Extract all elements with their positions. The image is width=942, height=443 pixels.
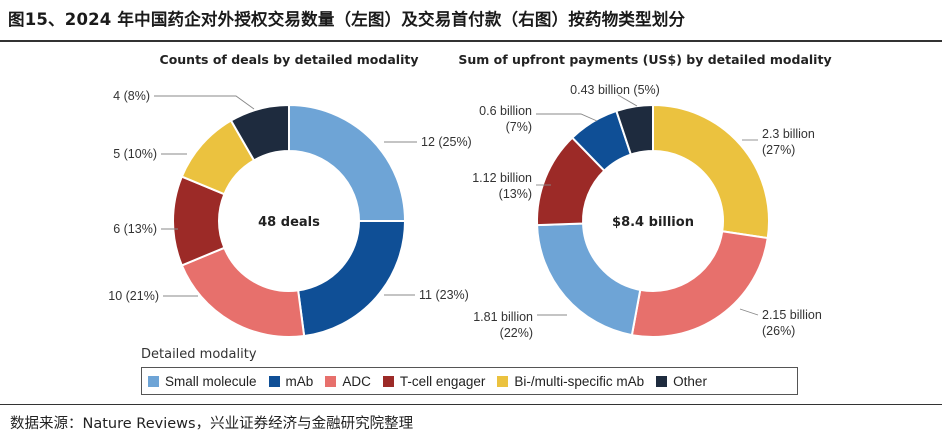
top-rule xyxy=(0,40,942,42)
legend-title: Detailed modality xyxy=(141,347,257,362)
legend-item-adc: ADC xyxy=(325,374,371,389)
deals-label-adc: 10 (21%) xyxy=(108,289,159,303)
deals-center-label: 48 deals xyxy=(258,215,320,230)
bottom-rule xyxy=(0,404,942,405)
donut-charts: Counts of deals by detailed modality 48 d… xyxy=(108,52,831,340)
upfront-label-mab-line1: 0.6 billion xyxy=(479,104,532,118)
deals-label-other: 4 (8%) xyxy=(113,89,150,103)
upfront-label-adc-line1: 2.15 billion xyxy=(762,308,822,322)
legend-swatch xyxy=(325,375,337,387)
upfront-chart-title: Sum of upfront payments (US$) by detaile… xyxy=(458,52,831,67)
legend-label: Bi-/multi-specific mAb xyxy=(514,373,645,389)
legend-label: T-cell engager xyxy=(399,373,486,389)
upfront-label-bi-multi-specific-mab-line1: 2.3 billion xyxy=(762,127,815,141)
upfront-label-t-cell-engager-line1: 1.12 billion xyxy=(472,171,532,185)
deals-slice-mab xyxy=(297,220,407,338)
upfront-slice-other xyxy=(615,103,654,156)
legend-item-small-molecule: Small molecule xyxy=(148,374,257,389)
deals-slice-other xyxy=(229,103,290,162)
upfront-leader-adc xyxy=(739,308,759,316)
legend-swatch xyxy=(148,375,159,387)
upfront-slice-bi-multi-specific-mab xyxy=(652,103,770,240)
legend-swatch xyxy=(656,375,668,387)
upfront-label-mab-line2: (7%) xyxy=(506,120,532,134)
legend-swatch xyxy=(268,375,280,387)
deals-slice-adc xyxy=(180,246,306,338)
upfront-slice-adc xyxy=(630,230,769,338)
legend-swatch xyxy=(497,375,509,387)
deals-label-small-molecule: 12 (25%) xyxy=(421,135,472,149)
upfront-center-label: $8.4 billion xyxy=(612,215,694,230)
legend-item-mab: mAb xyxy=(268,373,314,389)
upfront-label-small-molecule-line2: (22%) xyxy=(500,326,533,340)
legend-swatch xyxy=(382,375,394,387)
legend-label: Other xyxy=(673,373,707,389)
legend-item-other: Other xyxy=(656,374,707,389)
upfront-slice-small-molecule xyxy=(536,222,642,337)
legend-label: ADC xyxy=(342,373,371,389)
legend-label: Small molecule xyxy=(165,373,257,389)
deals-leader-other xyxy=(154,95,255,110)
deals-label-mab: 11 (23%) xyxy=(419,288,469,302)
upfront-label-t-cell-engager-line2: (13%) xyxy=(499,187,532,201)
legend: Small molecule mAb ADC T-cell engager Bi-/mu… xyxy=(141,367,798,395)
figure-title: 图15、2024 年中国药企对外授权交易数量（左图）及交易首付款（右图）按药物类… xyxy=(8,10,686,29)
deals-slice-small-molecule xyxy=(288,103,407,222)
legend-item-bi-multi-specific-mab: Bi-/multi-specific mAb xyxy=(497,374,644,389)
upfront-label-bi-multi-specific-mab-line2: (27%) xyxy=(762,143,795,157)
upfront-label-small-molecule-line1: 1.81 billion xyxy=(473,310,533,324)
upfront-leader-mab xyxy=(536,113,598,122)
legend-label: mAb xyxy=(285,373,314,389)
upfront-leader-other xyxy=(617,94,638,107)
upfront-label-adc-line2: (26%) xyxy=(762,324,795,338)
legend-item-t-cell-engager: T-cell engager xyxy=(382,373,486,389)
upfront-label-other: 0.43 billion (5%) xyxy=(570,83,660,97)
deals-label-bi-multi-specific-mab: 5 (10%) xyxy=(113,147,157,161)
source-note: 数据来源：Nature Reviews，兴业证券经济与金融研究院整理 xyxy=(10,416,414,432)
deals-chart-title: Counts of deals by detailed modality xyxy=(160,52,419,67)
deals-label-t-cell-engager: 6 (13%) xyxy=(113,222,157,236)
